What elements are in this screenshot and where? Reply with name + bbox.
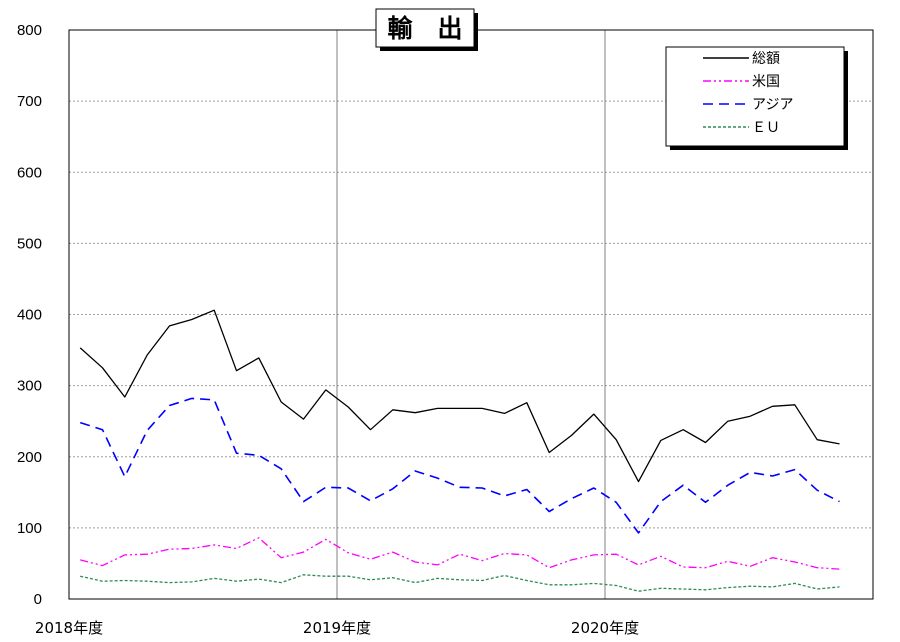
y-tick-label: 200 (17, 449, 42, 466)
legend-label: ＥＵ (752, 120, 780, 136)
y-tick-label: 500 (17, 235, 42, 252)
series-line (79, 309, 840, 483)
series-line (79, 397, 840, 534)
legend-label: 米国 (752, 74, 780, 90)
y-tick-label: 800 (17, 22, 42, 39)
series-line (80, 537, 840, 570)
x-axis-tick-labels: 2018年度 2019年度 2020年度 (35, 619, 639, 637)
x-tick-label: 2019年度 (303, 619, 371, 637)
series-lines (79, 309, 840, 592)
legend-label: 総額 (752, 51, 780, 67)
y-tick-label: 700 (17, 93, 42, 110)
legend-label: アジア (752, 97, 793, 113)
y-axis-tick-labels: 0 100 200 300 400 500 600 700 800 (17, 22, 42, 608)
chart-title-box: 輸 出 (375, 8, 478, 51)
series-line (80, 574, 840, 592)
y-tick-label: 400 (17, 307, 42, 324)
y-tick-label: 300 (17, 378, 42, 395)
x-tick-label: 2018年度 (35, 619, 103, 637)
y-tick-label: 100 (17, 520, 42, 537)
y-tick-label: 600 (17, 164, 42, 181)
y-tick-label: 0 (34, 591, 42, 608)
x-tick-label: 2020年度 (571, 619, 639, 637)
chart-title: 輸 出 (387, 14, 462, 43)
